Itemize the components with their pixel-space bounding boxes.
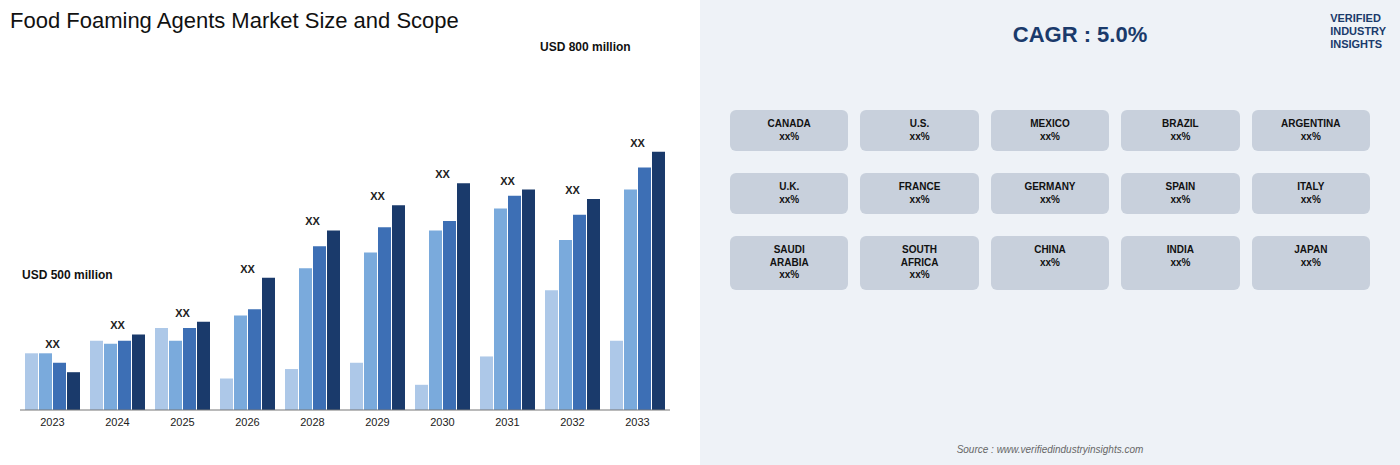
svg-text:XX: XX — [370, 190, 385, 202]
html-text:GERMANY xx%: GERMANY xx% — [1024, 181, 1076, 205]
svg-text:XX: XX — [565, 184, 580, 196]
html-text:JAPAN xx%: JAPAN xx% — [1294, 244, 1328, 268]
html-text:MEXICO xx%: MEXICO xx% — [1030, 118, 1070, 142]
html-text:VERIFIED INDUSTRY INSIGHTS: VERIFIED INDUSTRY INSIGHTS — [1330, 12, 1386, 51]
svg-text:2031: 2031 — [495, 416, 519, 428]
svg-text:XX: XX — [175, 307, 190, 319]
svg-text:2023: 2023 — [40, 416, 64, 428]
svg-text:XX: XX — [110, 319, 125, 331]
html-text:BRAZIL xx%: BRAZIL xx% — [1162, 118, 1199, 142]
svg-text:XX: XX — [305, 215, 320, 227]
html-text:FRANCE xx%: FRANCE xx% — [898, 181, 941, 205]
html-text:Source : www.verifiedindustryi: Source : www.verifiedindustryinsights.co… — [956, 444, 1144, 455]
svg-text:2026: 2026 — [235, 416, 259, 428]
svg-text:2024: 2024 — [105, 416, 129, 428]
html-text:CHINA xx%: CHINA xx% — [1034, 244, 1066, 268]
svg-text:XX: XX — [240, 263, 255, 275]
svg-text:XX: XX — [500, 175, 515, 187]
svg-text:2033: 2033 — [625, 416, 649, 428]
html-text:SOUTH AFRICA xx%: SOUTH AFRICA xx% — [900, 244, 939, 280]
svg-text:2030: 2030 — [430, 416, 454, 428]
html-text:CANADA xx%: CANADA xx% — [767, 118, 811, 142]
svg-text:2025: 2025 — [170, 416, 194, 428]
html-text:SPAIN xx%: SPAIN xx% — [1165, 181, 1196, 205]
svg-text:XX: XX — [630, 137, 645, 149]
html-text:ARGENTINA xx%: ARGENTINA xx% — [1281, 118, 1341, 142]
svg-text:XX: XX — [45, 338, 60, 350]
svg-text:2032: 2032 — [560, 416, 584, 428]
html-text:CAGR : 5.0%: CAGR : 5.0% — [1012, 22, 1148, 47]
svg-text:2029: 2029 — [365, 416, 389, 428]
html-text:U.S. xx%: U.S. xx% — [909, 118, 930, 142]
html-text:USD 800 million: USD 800 million — [540, 40, 631, 54]
html-text:ITALY xx%: ITALY xx% — [1297, 181, 1325, 205]
html-text:U.K. xx%: U.K. xx% — [779, 181, 800, 205]
svg-text:2028: 2028 — [300, 416, 324, 428]
html-text:USD 500 million: USD 500 million — [22, 268, 113, 282]
svg-text:XX: XX — [435, 168, 450, 180]
html-text:SAUDI ARABIA xx%: SAUDI ARABIA xx% — [769, 244, 809, 280]
html-text:INDIA xx%: INDIA xx% — [1166, 244, 1194, 268]
html-text:Food Foaming Agents Market Siz: Food Foaming Agents Market Size and Scop… — [10, 8, 459, 33]
